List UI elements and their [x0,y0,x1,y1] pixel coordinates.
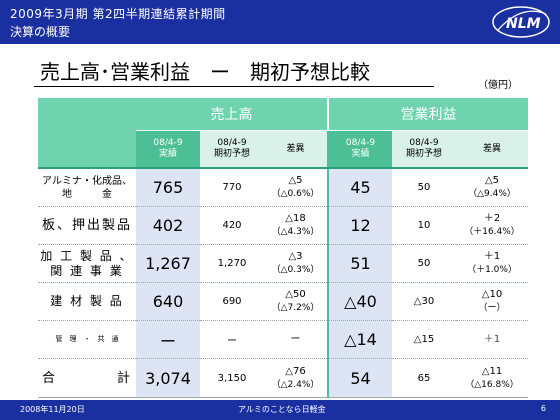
subheader-op-forecast: 08/4-9 期初予想 [392,130,457,169]
sales-diff: △18 （△4.3%） [264,206,329,245]
sales-actual: 640 [136,282,200,321]
sales-forecast: 420 [200,206,264,245]
op-forecast: △15 [392,320,457,359]
row-label: 管 理 ・ 共 通 [38,320,136,359]
table-row: 建 材 製 品 640 690 △50 （△7.2%） △40 △30 △10 （ー… [38,282,529,321]
row-label: 板、押出製品 [38,206,136,245]
op-forecast: 50 [392,168,457,207]
sales-actual: 3,074 [136,358,200,398]
title-bar: 2009年3月期 第2四半期連結累計期間 決算の概要 NLM [0,0,560,44]
subheader-op-actual: 08/4-9 実績 [327,130,393,169]
sales-forecast: ー [200,320,264,359]
op-actual: 51 [327,244,393,283]
op-forecast: 50 [392,244,457,283]
sales-actual: 765 [136,168,200,207]
sales-actual: 1,267 [136,244,200,283]
op-diff: △5 （△9.4%） [456,168,529,207]
op-forecast: △30 [392,282,457,321]
table-row: 加 工 製 品 、関 連 事 業 1,267 1,270 △3 （△0.3%） 5… [38,244,529,283]
sales-forecast: 3,150 [200,358,264,398]
page-number: 6 [540,404,546,413]
op-diff: ＋1 [456,320,529,359]
subheader-sales-forecast: 08/4-9 期初予想 [200,130,264,169]
group-header-operating-profit: 営業利益 [327,98,529,131]
period-title: 2009年3月期 第2四半期連結累計期間 [10,7,226,21]
logo-text: NLM [506,16,541,32]
op-diff: ＋1 （＋1.0%） [456,244,529,283]
sales-actual: ー [136,320,200,359]
footer-divider [0,400,560,401]
table-row-total: 合 計 3,074 3,150 △76 （△2.4%） 54 65 △11 （△16… [38,358,529,398]
op-actual: 45 [327,168,393,207]
footer-date: 2008年11月20日 [20,405,85,414]
row-label: 合 計 [38,358,136,398]
op-diff: △11 （△16.8%） [456,358,529,398]
footer-bar: 2008年11月20日 アルミのことなら日軽金 6 [0,401,560,420]
op-actual: 12 [327,206,393,245]
row-label: アルミナ・化成品、地 金 [38,168,136,207]
page-title: 売上高･営業利益 ー 期初予想比較 [40,60,370,84]
sales-diff: △5 （△0.6%） [264,168,329,207]
comparison-table: 売上高 営業利益 08/4-9 実績 08/4-9 期初予想 差異 08/4-9 実績… [38,98,529,398]
subheader-sales-diff: 差異 [264,130,329,169]
op-diff: ＋2 （＋16.4%） [456,206,529,245]
footer-slogan: アルミのことなら日軽金 [238,405,326,414]
sales-forecast: 690 [200,282,264,321]
op-forecast: 10 [392,206,457,245]
table-row: 管 理 ・ 共 通 ー ー ー △14 △15 ＋1 [38,320,529,359]
subheader-sales-actual: 08/4-9 実績 [136,130,200,169]
sales-diff: △3 （△0.3%） [264,244,329,283]
unit-label: （億円） [478,80,518,91]
op-forecast: 65 [392,358,457,398]
sales-diff: ー [264,320,329,359]
company-logo: NLM [492,6,550,38]
sales-actual: 402 [136,206,200,245]
op-actual: △14 [327,320,393,359]
section-title: 決算の概要 [10,25,71,39]
corner-cell [38,98,136,169]
op-diff: △10 （ー） [456,282,529,321]
op-actual: △40 [327,282,393,321]
sales-diff: △50 （△7.2%） [264,282,329,321]
title-underline [34,86,434,87]
table-row: アルミナ・化成品、地 金 765 770 △5 （△0.6%） 45 50 △5 （… [38,168,529,207]
sales-diff: △76 （△2.4%） [264,358,329,398]
row-label: 建 材 製 品 [38,282,136,321]
sales-forecast: 1,270 [200,244,264,283]
table-row: 板、押出製品 402 420 △18 （△4.3%） 12 10 ＋2 （＋16.4… [38,206,529,245]
sales-forecast: 770 [200,168,264,207]
group-header-sales: 売上高 [136,98,329,131]
subheader-op-diff: 差異 [456,130,529,169]
row-label: 加 工 製 品 、関 連 事 業 [38,244,136,283]
op-actual: 54 [327,358,393,398]
